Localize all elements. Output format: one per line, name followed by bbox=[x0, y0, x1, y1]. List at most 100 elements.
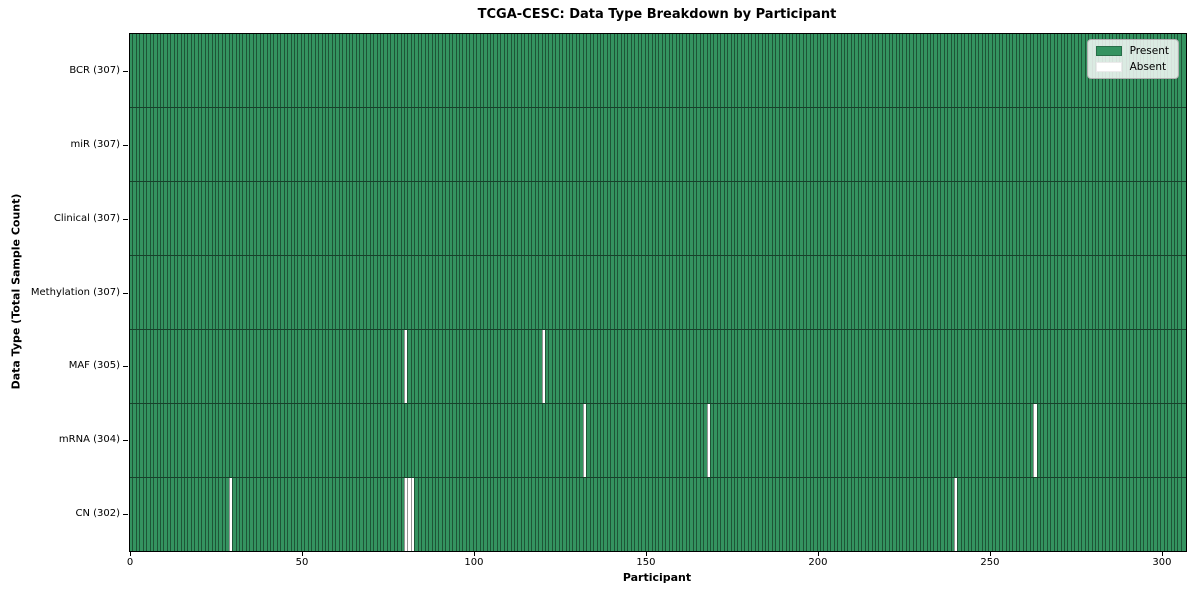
heatmap-cell bbox=[184, 478, 188, 551]
heatmap-cell bbox=[197, 478, 202, 551]
heatmap-cell bbox=[194, 108, 198, 181]
heatmap-cell bbox=[706, 330, 710, 403]
heatmap-cell bbox=[668, 256, 673, 329]
heatmap-cell bbox=[603, 108, 607, 181]
heatmap-cell bbox=[737, 330, 741, 403]
heatmap-cell bbox=[1012, 330, 1016, 403]
heatmap-cell bbox=[589, 478, 594, 551]
heatmap-cell bbox=[981, 34, 985, 107]
heatmap-cell bbox=[1094, 108, 1099, 181]
heatmap-cell bbox=[146, 182, 150, 255]
heatmap-cell bbox=[699, 34, 704, 107]
heatmap-cell bbox=[428, 330, 432, 403]
heatmap-cell bbox=[139, 108, 143, 181]
heatmap-cell bbox=[1105, 478, 1109, 551]
heatmap-cell bbox=[520, 330, 525, 403]
heatmap-cell bbox=[132, 108, 136, 181]
heatmap-cell bbox=[809, 108, 814, 181]
heatmap-cell bbox=[156, 256, 160, 329]
heatmap-cell bbox=[816, 404, 820, 477]
heatmap-cell bbox=[489, 182, 494, 255]
heatmap-cell bbox=[153, 256, 157, 329]
heatmap-cell bbox=[916, 108, 920, 181]
heatmap-cell bbox=[452, 478, 456, 551]
heatmap-cell bbox=[1060, 478, 1064, 551]
heatmap-cell bbox=[424, 34, 429, 107]
heatmap-cell bbox=[1005, 330, 1009, 403]
heatmap-cell bbox=[551, 330, 556, 403]
heatmap-cell bbox=[823, 330, 827, 403]
heatmap-cell bbox=[493, 330, 497, 403]
heatmap-cell bbox=[211, 182, 215, 255]
heatmap-cell bbox=[620, 256, 624, 329]
heatmap-cell bbox=[1115, 108, 1119, 181]
heatmap-cell bbox=[950, 404, 954, 477]
heatmap-cell bbox=[462, 330, 466, 403]
heatmap-cell bbox=[1180, 182, 1185, 255]
heatmap-cell bbox=[1098, 182, 1102, 255]
heatmap-cell bbox=[754, 478, 759, 551]
heatmap-cell bbox=[627, 478, 631, 551]
heatmap-cell bbox=[1053, 108, 1058, 181]
heatmap-cell bbox=[555, 478, 559, 551]
heatmap-cell bbox=[960, 330, 965, 403]
heatmap-cell bbox=[1084, 256, 1089, 329]
heatmap-cell bbox=[572, 34, 576, 107]
heatmap-cell bbox=[290, 478, 294, 551]
heatmap-cell bbox=[833, 330, 838, 403]
heatmap-cell bbox=[421, 478, 425, 551]
heatmap-cell bbox=[1160, 330, 1164, 403]
heatmap-cell bbox=[771, 34, 776, 107]
heatmap-cell bbox=[637, 404, 642, 477]
heatmap-cell bbox=[940, 330, 944, 403]
heatmap-cell bbox=[720, 330, 724, 403]
heatmap-cell bbox=[575, 330, 580, 403]
heatmap-cell bbox=[1026, 404, 1030, 477]
heatmap-cell bbox=[1108, 108, 1113, 181]
heatmap-cell bbox=[359, 330, 363, 403]
heatmap-cell bbox=[507, 478, 511, 551]
heatmap-cell bbox=[892, 256, 896, 329]
heatmap-cell bbox=[135, 404, 140, 477]
heatmap-cell bbox=[465, 256, 470, 329]
heatmap-cell bbox=[613, 182, 618, 255]
heatmap-cell bbox=[981, 330, 985, 403]
heatmap-cell bbox=[1180, 404, 1185, 477]
heatmap-cell bbox=[483, 108, 487, 181]
heatmap-cell bbox=[376, 478, 380, 551]
heatmap-cell bbox=[1012, 182, 1016, 255]
heatmap-cell bbox=[297, 330, 301, 403]
heatmap-cell bbox=[826, 256, 831, 329]
heatmap-cell bbox=[661, 34, 666, 107]
heatmap-cell bbox=[290, 404, 294, 477]
heatmap-cell bbox=[524, 404, 528, 477]
heatmap-cell bbox=[1015, 108, 1020, 181]
heatmap-cell bbox=[338, 34, 343, 107]
heatmap-cell bbox=[1180, 256, 1185, 329]
heatmap-cell bbox=[850, 256, 855, 329]
heatmap-cell bbox=[943, 34, 948, 107]
heatmap-cell bbox=[1170, 330, 1174, 403]
heatmap-cell bbox=[761, 256, 765, 329]
heatmap-cell bbox=[300, 256, 305, 329]
heatmap-cell bbox=[1043, 330, 1047, 403]
heatmap-cell bbox=[252, 330, 257, 403]
heatmap-cell bbox=[472, 404, 477, 477]
heatmap-cell bbox=[923, 256, 927, 329]
heatmap-cell bbox=[1039, 182, 1044, 255]
heatmap-cell bbox=[861, 34, 865, 107]
heatmap-cell bbox=[919, 404, 924, 477]
heatmap-cell bbox=[245, 330, 250, 403]
heatmap-cell bbox=[280, 182, 284, 255]
heatmap-cell bbox=[727, 34, 731, 107]
heatmap-cell bbox=[369, 108, 374, 181]
heatmap-cell bbox=[751, 108, 755, 181]
heatmap-cell bbox=[716, 478, 721, 551]
heatmap-cell bbox=[929, 256, 934, 329]
heatmap-cell bbox=[1067, 108, 1071, 181]
heatmap-cell bbox=[1050, 108, 1054, 181]
heatmap-cell bbox=[668, 478, 673, 551]
heatmap-cell bbox=[393, 404, 398, 477]
heatmap-cell bbox=[902, 330, 906, 403]
heatmap-cell bbox=[159, 330, 164, 403]
